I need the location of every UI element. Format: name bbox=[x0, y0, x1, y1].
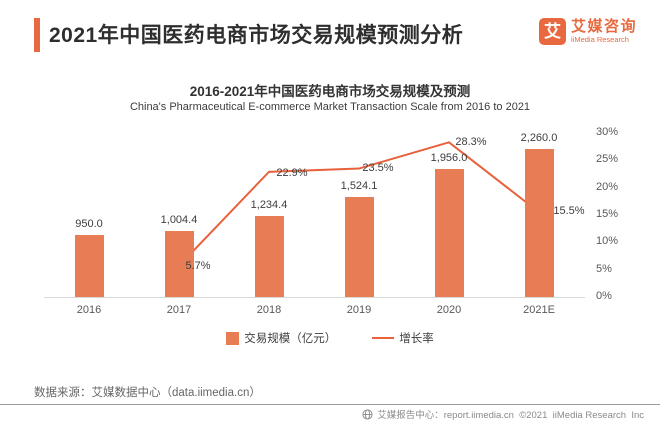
title-accent-bar bbox=[34, 18, 40, 52]
right-axis-label: 15% bbox=[596, 208, 619, 220]
legend: 交易规模（亿元） 增长率 bbox=[0, 330, 660, 346]
growth-rate-label: 5.7% bbox=[185, 259, 211, 272]
bar-value-label: 1,004.4 bbox=[160, 214, 198, 227]
line-legend-label: 增长率 bbox=[399, 333, 434, 345]
bar-value-label: 2,260.0 bbox=[520, 131, 558, 144]
right-axis-label: 0% bbox=[596, 290, 612, 302]
right-axis-label: 5% bbox=[596, 262, 612, 275]
x-axis-label-2016: 2016 bbox=[76, 304, 102, 316]
logo-name-en: iiMedia Research bbox=[571, 35, 629, 44]
line-legend-swatch-icon bbox=[372, 337, 395, 339]
iimedia-logo: 艾 艾媒咨询 iiMedia Research bbox=[539, 18, 637, 45]
bar-value-label: 1,234.4 bbox=[250, 199, 288, 212]
footer: 艾媒报告中心：report.iimedia.cn ©2021 iiMedia R… bbox=[362, 407, 644, 421]
growth-rate-label: 22.9% bbox=[276, 166, 308, 179]
data-source: 数据来源：艾媒数据中心（data.iimedia.cn） bbox=[34, 387, 261, 399]
globe-icon bbox=[362, 408, 373, 420]
logo-name-cn: 艾媒咨询 bbox=[571, 18, 638, 35]
x-axis-label-2017: 2017 bbox=[166, 304, 192, 316]
right-axis-label: 10% bbox=[596, 235, 619, 248]
x-axis-line bbox=[44, 297, 585, 298]
bar-legend-swatch-icon bbox=[226, 331, 240, 345]
bar-value-label: 1,524.1 bbox=[340, 180, 378, 193]
x-axis-label-2021E: 2021E bbox=[523, 304, 555, 316]
footer-text: 艾媒报告中心：report.iimedia.cn ©2021 iiMedia R… bbox=[377, 410, 644, 421]
chart-title: 2016-2021年中国医药电商市场交易规模及预测 bbox=[189, 84, 471, 99]
bar-2019 bbox=[344, 197, 374, 297]
x-axis-label-2019: 2019 bbox=[346, 304, 372, 316]
bar-value-label: 950.0 bbox=[75, 217, 103, 230]
growth-rate-label: 28.3% bbox=[455, 136, 487, 149]
right-axis-label: 20% bbox=[596, 180, 619, 193]
bar-value-label: 1,956.0 bbox=[430, 151, 468, 164]
x-axis-label-2018: 2018 bbox=[256, 304, 282, 316]
chart-subtitle: China's Pharmaceutical E-commerce Market… bbox=[129, 101, 531, 113]
bar-2018 bbox=[254, 216, 284, 297]
right-axis-label: 30% bbox=[596, 126, 619, 138]
bar-2017 bbox=[164, 231, 194, 297]
bar-2021E bbox=[524, 148, 554, 297]
iimedia-logo-icon: 艾 bbox=[539, 18, 566, 45]
bar-2016 bbox=[74, 234, 104, 297]
bar-legend-label: 交易规模（亿元） bbox=[244, 333, 337, 345]
bar-2020 bbox=[434, 168, 464, 297]
right-axis-label: 25% bbox=[596, 153, 619, 166]
growth-rate-label: 15.5% bbox=[553, 205, 585, 218]
page-title: 2021年中国医药电商市场交易规模预测分析 bbox=[49, 24, 464, 47]
footer-divider bbox=[0, 404, 660, 405]
growth-rate-label: 23.5% bbox=[362, 161, 394, 174]
x-axis-label-2020: 2020 bbox=[436, 304, 462, 316]
